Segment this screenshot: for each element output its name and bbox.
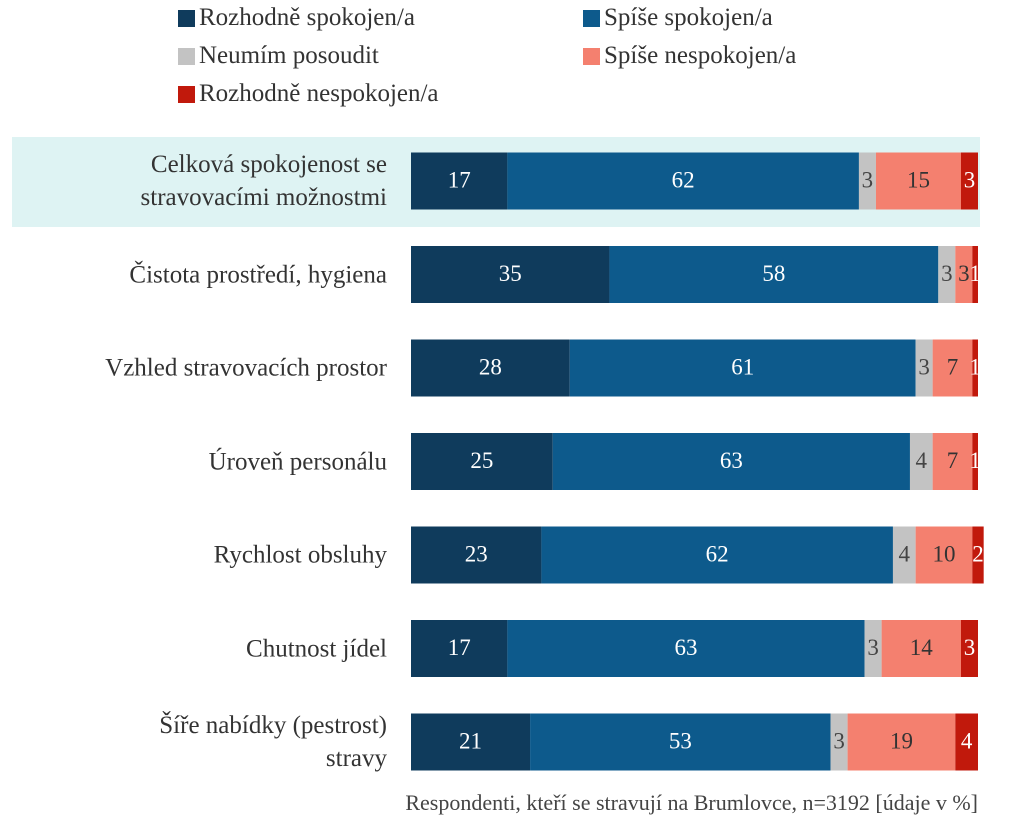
legend-label: Rozhodně spokojen/a <box>199 4 415 31</box>
category-label: Celková spokojenost se stravovacími možn… <box>140 151 387 211</box>
bar-segment <box>915 526 973 584</box>
category-label: Rychlost obsluhy <box>213 541 387 569</box>
value-label: 25 <box>470 448 493 473</box>
bar-segment <box>955 713 978 771</box>
bar-segment <box>541 526 893 584</box>
value-label: 4 <box>916 448 928 473</box>
bar-segment <box>609 246 939 303</box>
legend-label: Spíše nespokojen/a <box>604 42 797 69</box>
bar-segment <box>972 526 984 584</box>
bar-segment <box>411 620 508 677</box>
bar-segment <box>507 620 865 677</box>
legend-swatch <box>178 9 195 27</box>
category-label: Chutnost jídel <box>246 635 387 662</box>
value-label: 1 <box>969 261 981 286</box>
value-label: 3 <box>941 261 953 286</box>
bar-segment <box>507 152 859 210</box>
bar-segment <box>552 433 910 490</box>
legend-swatch <box>178 85 195 103</box>
value-label: 4 <box>961 728 973 753</box>
bar-segment <box>892 526 916 584</box>
legend-swatch <box>583 9 600 27</box>
legend-item: Spíše spokojen/a <box>583 4 773 32</box>
value-label: 23 <box>465 541 488 566</box>
value-label: 63 <box>720 448 743 473</box>
category-label: Šíře nabídky (pestrost) stravy <box>159 712 387 772</box>
bar-segment <box>411 152 508 210</box>
bar-segment <box>972 433 978 490</box>
legend-item: Neumím posoudit <box>178 42 379 70</box>
value-label: 1 <box>969 354 981 379</box>
value-label: 19 <box>890 728 913 753</box>
bar-segment <box>932 339 973 397</box>
bar-segment <box>881 620 961 677</box>
bar-segment <box>960 152 978 210</box>
value-label: 61 <box>731 354 754 379</box>
value-label: 3 <box>958 261 970 286</box>
bar-segment <box>411 526 542 584</box>
legend-item: Spíše nespokojen/a <box>583 42 796 70</box>
bar-segment <box>938 246 956 303</box>
bar-segment <box>858 152 876 210</box>
legend-label: Rozhodně nespokojen/a <box>199 80 439 107</box>
bar-segment <box>411 433 553 490</box>
value-label: 3 <box>964 167 976 192</box>
value-label: 3 <box>918 354 930 379</box>
value-label: 7 <box>947 354 959 379</box>
bar-segment <box>411 339 570 397</box>
value-label: 3 <box>867 635 879 660</box>
value-label: 14 <box>910 635 934 660</box>
value-label: 17 <box>448 167 471 192</box>
legend-label: Neumím posoudit <box>199 42 379 69</box>
bar-segment <box>972 339 978 397</box>
bar-segment <box>530 713 831 771</box>
bar-segment <box>847 713 956 771</box>
value-label: 53 <box>669 728 692 753</box>
value-label: 17 <box>448 635 471 660</box>
value-label: 62 <box>672 167 695 192</box>
value-label: 28 <box>479 354 502 379</box>
value-label: 1 <box>969 448 981 473</box>
value-label: 3 <box>862 167 874 192</box>
value-label: 35 <box>499 261 522 286</box>
category-label: Čistota prostředí, hygiena <box>129 261 387 288</box>
bar-segment <box>569 339 916 397</box>
bar-segment <box>909 433 933 490</box>
value-label: 4 <box>899 541 911 566</box>
value-label: 3 <box>833 728 845 753</box>
footnote: Respondenti, kteří se stravují na Brumlo… <box>405 790 978 815</box>
bar-segment <box>915 339 933 397</box>
bar-segment <box>411 713 531 771</box>
value-label: 62 <box>706 541 729 566</box>
bar-segment <box>864 620 882 677</box>
value-label: 10 <box>932 541 955 566</box>
category-label: Úroveň personálu <box>208 448 387 475</box>
category-label: Vzhled stravovacích prostor <box>105 354 387 382</box>
legend-swatch <box>178 47 195 65</box>
bar-segment <box>932 433 973 490</box>
value-label: 15 <box>907 167 930 192</box>
value-label: 58 <box>762 261 785 286</box>
bar-segment <box>875 152 961 210</box>
bar-segment <box>955 246 973 303</box>
value-label: 7 <box>947 448 959 473</box>
legend-item: Rozhodně spokojen/a <box>178 4 415 32</box>
value-label: 21 <box>459 728 482 753</box>
legend-swatch <box>583 47 600 65</box>
legend-item: Rozhodně nespokojen/a <box>178 80 439 108</box>
value-label: 2 <box>972 541 984 566</box>
bar-segment <box>960 620 978 677</box>
legend-label: Spíše spokojen/a <box>604 4 773 31</box>
value-label: 3 <box>964 635 976 660</box>
bar-segment <box>411 246 610 303</box>
bar-segment <box>830 713 848 771</box>
value-label: 63 <box>674 635 697 660</box>
bar-segment <box>972 246 978 303</box>
